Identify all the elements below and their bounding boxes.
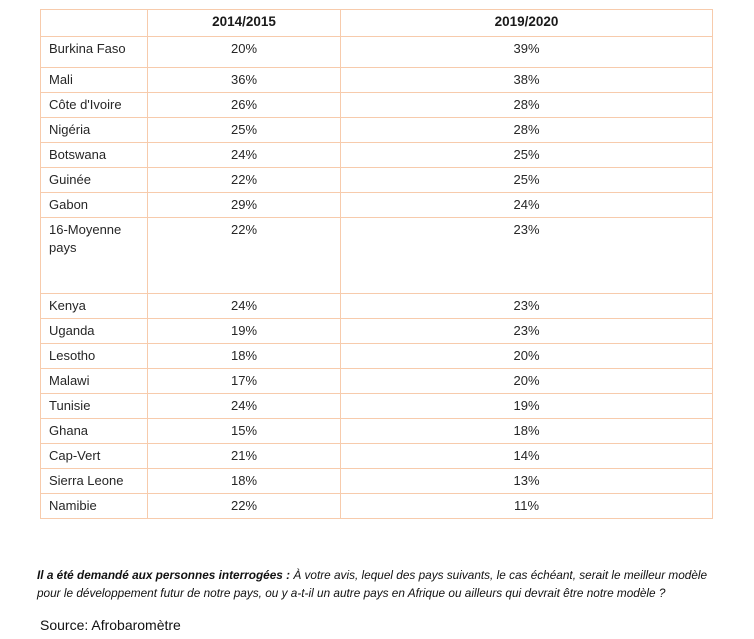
value-2019-2020-cell: 19% <box>340 393 713 419</box>
country-name-cell: Ghana <box>40 418 148 444</box>
value-2014-2015-cell: 26% <box>147 92 341 118</box>
value-2019-2020-cell: 20% <box>340 368 713 394</box>
value-2014-2015-cell: 22% <box>147 493 341 519</box>
table-row: Gabon 29% 24% <box>40 192 713 218</box>
table-row: Mali 36% 38% <box>40 67 713 93</box>
value-2019-2020-cell: 39% <box>340 36 713 68</box>
country-name-cell: Uganda <box>40 318 148 344</box>
value-2014-2015-cell: 22% <box>147 217 341 294</box>
value-2014-2015-cell: 20% <box>147 36 341 68</box>
value-2014-2015-cell: 18% <box>147 468 341 494</box>
value-2014-2015-cell: 36% <box>147 67 341 93</box>
value-2019-2020-cell: 23% <box>340 217 713 294</box>
survey-question-note: Il a été demandé aux personnes interrogé… <box>37 566 723 603</box>
value-2019-2020-cell: 23% <box>340 293 713 319</box>
country-name-cell: Côte d'Ivoire <box>40 92 148 118</box>
value-2019-2020-cell: 14% <box>340 443 713 469</box>
value-2019-2020-cell: 13% <box>340 468 713 494</box>
table-row: Tunisie 24% 19% <box>40 393 713 419</box>
value-2014-2015-cell: 18% <box>147 343 341 369</box>
value-2014-2015-cell: 22% <box>147 167 341 193</box>
table-row: 16-Moyenne pays 22% 23% <box>40 217 713 294</box>
table-row: Lesotho 18% 20% <box>40 343 713 369</box>
value-2014-2015-cell: 25% <box>147 117 341 143</box>
table-row: Malawi 17% 20% <box>40 368 713 394</box>
value-2014-2015-cell: 24% <box>147 293 341 319</box>
country-name-cell: 16-Moyenne pays <box>40 217 148 294</box>
value-2014-2015-cell: 24% <box>147 393 341 419</box>
country-comparison-table: 2014/2015 2019/2020 Burkina Faso 20% 39% Ma… <box>40 9 713 519</box>
value-2019-2020-cell: 23% <box>340 318 713 344</box>
country-name-cell: Namibie <box>40 493 148 519</box>
value-2019-2020-cell: 18% <box>340 418 713 444</box>
value-2014-2015-cell: 17% <box>147 368 341 394</box>
country-name-cell: Malawi <box>40 368 148 394</box>
header-country-blank <box>40 9 148 37</box>
table-row: Botswana 24% 25% <box>40 142 713 168</box>
value-2019-2020-cell: 25% <box>340 167 713 193</box>
value-2014-2015-cell: 19% <box>147 318 341 344</box>
value-2019-2020-cell: 28% <box>340 117 713 143</box>
table-row: Sierra Leone 18% 13% <box>40 468 713 494</box>
note-lead-text: Il a été demandé aux personnes interrogé… <box>37 568 294 582</box>
value-2014-2015-cell: 15% <box>147 418 341 444</box>
table-body: Burkina Faso 20% 39% Mali 36% 38% Côte d'Ivoir… <box>40 36 713 519</box>
table-row: Burkina Faso 20% 39% <box>40 36 713 68</box>
country-name-cell: Cap-Vert <box>40 443 148 469</box>
header-2019-2020: 2019/2020 <box>340 9 713 37</box>
table-header-row: 2014/2015 2019/2020 <box>40 9 713 37</box>
value-2014-2015-cell: 21% <box>147 443 341 469</box>
note-body-text: À votre avis, lequel des pays suivants, … <box>37 568 708 601</box>
value-2014-2015-cell: 24% <box>147 142 341 168</box>
table-row: Guinée 22% 25% <box>40 167 713 193</box>
value-2019-2020-cell: 38% <box>340 67 713 93</box>
table-row: Ghana 15% 18% <box>40 418 713 444</box>
header-2014-2015: 2014/2015 <box>147 9 341 37</box>
table-row: Namibie 22% 11% <box>40 493 713 519</box>
table-row: Cap-Vert 21% 14% <box>40 443 713 469</box>
table-row: Kenya 24% 23% <box>40 293 713 319</box>
table-header: 2014/2015 2019/2020 <box>40 9 713 37</box>
value-2019-2020-cell: 28% <box>340 92 713 118</box>
country-name-cell: Kenya <box>40 293 148 319</box>
value-2019-2020-cell: 24% <box>340 192 713 218</box>
country-name-cell: Sierra Leone <box>40 468 148 494</box>
country-name-cell: Lesotho <box>40 343 148 369</box>
value-2014-2015-cell: 29% <box>147 192 341 218</box>
table-row: Nigéria 25% 28% <box>40 117 713 143</box>
country-name-cell: Nigéria <box>40 117 148 143</box>
country-name-cell: Burkina Faso <box>40 36 148 68</box>
source-attribution: Source: Afrobaromètre <box>40 617 181 633</box>
value-2019-2020-cell: 11% <box>340 493 713 519</box>
table-row: Uganda 19% 23% <box>40 318 713 344</box>
country-name-cell: Guinée <box>40 167 148 193</box>
country-name-cell: Tunisie <box>40 393 148 419</box>
country-name-cell: Gabon <box>40 192 148 218</box>
value-2019-2020-cell: 25% <box>340 142 713 168</box>
table-row: Côte d'Ivoire 26% 28% <box>40 92 713 118</box>
country-name-cell: Botswana <box>40 142 148 168</box>
value-2019-2020-cell: 20% <box>340 343 713 369</box>
country-name-cell: Mali <box>40 67 148 93</box>
